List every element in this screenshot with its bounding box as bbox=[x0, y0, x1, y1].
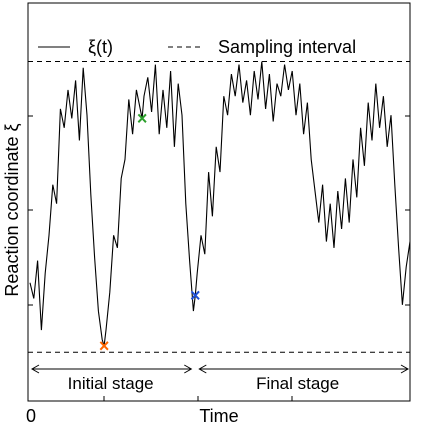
series-line-xi bbox=[29, 61, 411, 347]
stage-arrowhead-1-1 bbox=[400, 364, 410, 374]
marker-1: × bbox=[99, 336, 110, 356]
legend: ξ(t) Sampling interval bbox=[38, 37, 356, 57]
marker-0: × bbox=[137, 108, 148, 128]
stage-label-final: Final stage bbox=[256, 374, 339, 393]
x-axis-label: Time bbox=[199, 406, 238, 426]
stage-label-initial: Initial stage bbox=[68, 374, 154, 393]
plot-frame bbox=[27, 2, 411, 402]
marker-2: × bbox=[190, 285, 201, 305]
stage-arrowhead-0-0 bbox=[30, 364, 40, 374]
stage-arrowhead-1-0 bbox=[198, 364, 207, 374]
stage-arrowhead-0-1 bbox=[184, 364, 193, 374]
tick-marks bbox=[28, 115, 410, 401]
stage-arrows bbox=[30, 364, 410, 374]
y-axis-label: Reaction coordinate ξ bbox=[2, 123, 22, 296]
legend-label-xi: ξ(t) bbox=[88, 37, 113, 57]
x-tick-label-0: 0 bbox=[26, 406, 36, 426]
markers: × × × bbox=[99, 108, 201, 356]
legend-label-sampling: Sampling interval bbox=[218, 37, 356, 57]
